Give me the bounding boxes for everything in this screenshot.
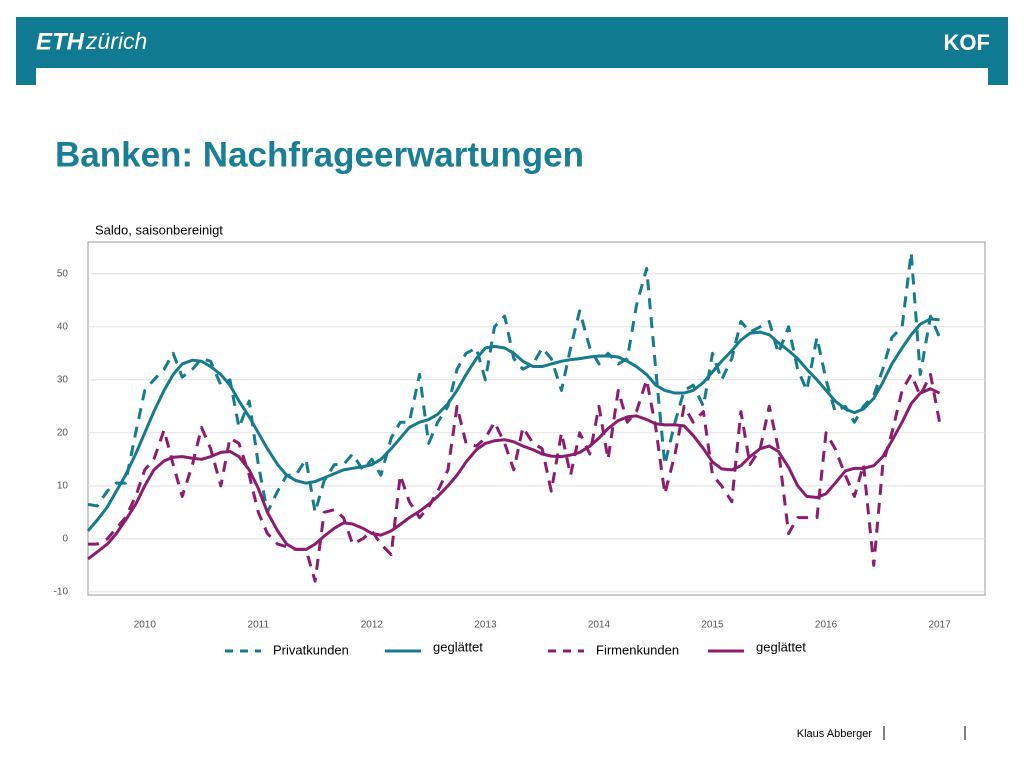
series-line — [87, 387, 941, 561]
plot-frame — [87, 241, 986, 596]
y-tick-label: 50 — [57, 268, 69, 279]
y-axis-label: Saldo, saisonbereinigt — [95, 222, 223, 237]
x-tick-label: 2013 — [474, 620, 497, 631]
y-tick-label: 40 — [57, 321, 69, 332]
x-tick-label: 2016 — [815, 620, 838, 631]
header-band — [16, 17, 1008, 68]
y-tick-label: 0 — [62, 533, 68, 544]
y-tick-label: 20 — [57, 427, 69, 438]
series-line — [87, 251, 941, 514]
footer-author: Klaus Abberger — [797, 728, 873, 740]
x-tick-label: 2011 — [248, 620, 270, 631]
x-tick-label: 2017 — [928, 620, 951, 631]
y-tick-label: 10 — [57, 480, 69, 491]
x-tick-label: 2014 — [588, 620, 611, 631]
logo: KOF — [944, 30, 990, 55]
legend-label: Firmenkunden — [596, 642, 679, 657]
x-tick-label: 2015 — [701, 620, 724, 631]
legend-label: Privatkunden — [273, 642, 349, 657]
plot: -10 0 10 20 30 40 50 2010 2011 2012 2013 2014 2015 20… — [54, 251, 985, 657]
series-line — [88, 373, 942, 583]
y-tick-label: -10 — [54, 586, 69, 597]
x-tick-label: 2012 — [361, 620, 384, 631]
header-tab — [16, 68, 36, 85]
legend-label: geglättet — [756, 639, 806, 654]
brand-bold: ETH — [36, 28, 85, 55]
series-line — [86, 317, 940, 532]
header-tab — [988, 68, 1008, 85]
x-tick-label: 2010 — [134, 620, 157, 631]
legend-label: geglättet — [433, 639, 483, 654]
brand-rest: zürich — [85, 28, 147, 54]
chart-title: Banken: Nachfrageerwartungen — [55, 135, 584, 174]
y-tick-label: 30 — [57, 374, 69, 385]
